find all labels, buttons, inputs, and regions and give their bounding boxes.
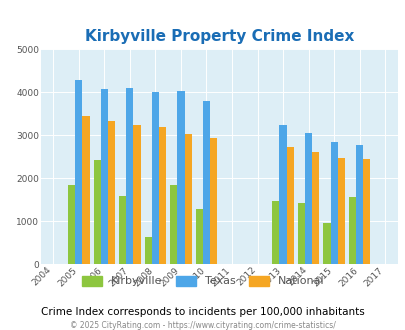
Bar [170,185,177,264]
Text: Crime Index corresponds to incidents per 100,000 inhabitants: Crime Index corresponds to incidents per… [41,307,364,317]
Bar [195,209,202,264]
Bar [355,145,362,264]
Bar [159,127,166,264]
Bar [209,138,217,264]
Bar [337,158,344,264]
Bar [133,125,140,264]
Bar [272,201,279,264]
Bar [304,133,311,264]
Bar [119,196,126,264]
Bar [177,91,184,264]
Bar [100,89,108,264]
Bar [82,116,90,264]
Bar [144,237,151,264]
Bar [297,203,304,264]
Bar [311,152,318,264]
Bar [126,88,133,264]
Bar [75,80,82,264]
Bar [151,92,159,264]
Text: © 2025 CityRating.com - https://www.cityrating.com/crime-statistics/: © 2025 CityRating.com - https://www.city… [70,320,335,330]
Bar [348,197,355,264]
Title: Kirbyville Property Crime Index: Kirbyville Property Crime Index [84,29,353,44]
Bar [330,142,337,264]
Bar [94,160,100,264]
Bar [184,134,191,264]
Bar [202,101,209,264]
Bar [286,147,293,264]
Bar [362,159,369,264]
Legend: Kirbyville, Texas, National: Kirbyville, Texas, National [82,276,323,286]
Bar [279,125,286,264]
Bar [68,185,75,264]
Bar [322,223,330,264]
Bar [108,121,115,264]
